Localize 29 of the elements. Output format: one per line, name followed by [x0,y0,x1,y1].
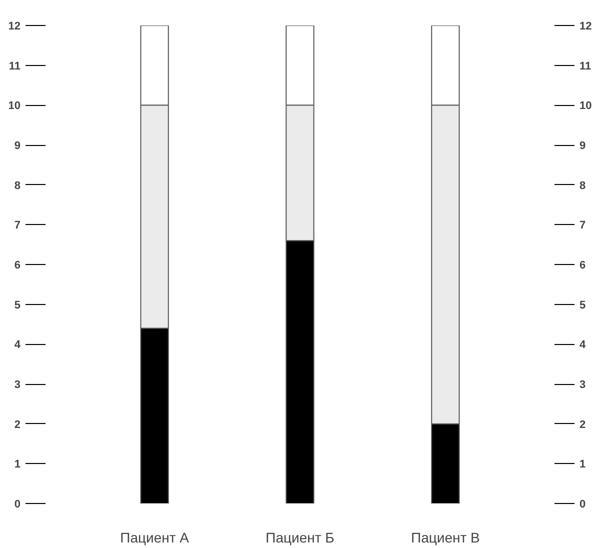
y2-tick-label: 6 [580,260,586,272]
y-tick-label: 6 [14,260,21,272]
y-tick-label: 10 [8,100,21,112]
y2-tick-label: 5 [580,299,586,312]
y-tick-label: 2 [14,418,21,431]
y2-tick-label: 7 [580,220,586,232]
y-tick-label: 3 [14,379,21,391]
y-tick-label: 8 [14,180,21,192]
y-tick-label: 12 [8,20,21,32]
y2-tick-label: 11 [580,60,592,72]
y-tick-label: 4 [14,339,22,352]
y2-tick-label: 10 [580,100,592,112]
y-tick-label: 1 [14,458,21,471]
y2-tick-label: 1 [580,458,586,471]
y-tick-label: 0 [14,498,21,510]
y-tick-label: 7 [14,220,21,232]
y2-tick-label: 8 [580,180,586,192]
y-tick-label: 11 [8,60,21,72]
x-tick-label: Пациент Б [266,530,334,546]
x-tick-label: Пациент А [120,530,190,546]
y2-tick-label: 2 [580,418,586,431]
y2-tick-label: 12 [580,20,592,32]
x-tick-label: Пациент В [411,530,480,546]
y2-tick-label: 0 [580,498,586,510]
y2-tick-label: 4 [580,339,586,352]
y2-tick-label: 9 [580,140,586,152]
y-tick-label: 5 [14,299,21,312]
y2-tick-label: 3 [580,379,586,391]
y-tick-label: 9 [14,140,21,152]
